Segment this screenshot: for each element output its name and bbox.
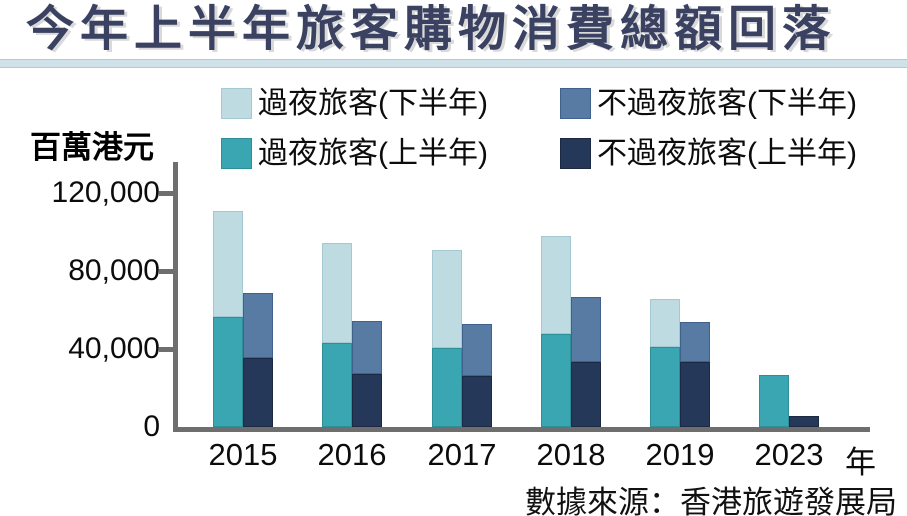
legend-swatch xyxy=(221,138,252,169)
legend-label: 過夜旅客(下半年) xyxy=(258,87,488,120)
bar-segment-non-overnight-h2 xyxy=(352,321,382,374)
y-tick-mark xyxy=(159,269,173,274)
legend-swatch xyxy=(560,88,591,119)
y-tick-mark xyxy=(159,191,173,196)
bar-segment-overnight-h1 xyxy=(650,347,680,427)
bar-segment-overnight-h1 xyxy=(759,375,789,427)
legend-item: 不過夜旅客(上半年) xyxy=(560,138,857,169)
bar-segment-overnight-h2 xyxy=(322,243,352,343)
y-axis-unit-label: 百萬港元 xyxy=(30,130,154,165)
bar-segment-overnight-h2 xyxy=(541,236,571,334)
bar-segment-overnight-h2 xyxy=(650,299,680,347)
bar-segment-overnight-h1 xyxy=(541,334,571,427)
bar-segment-non-overnight-h2 xyxy=(243,293,273,358)
y-tick-label: 120,000 xyxy=(51,176,160,209)
y-axis-line xyxy=(173,162,178,432)
y-tick-label: 80,000 xyxy=(68,254,160,287)
data-source-note: 數據來源：香港旅遊發展局 xyxy=(525,485,897,516)
x-tick-label: 2016 xyxy=(317,437,387,472)
bar-segment-non-overnight-h2 xyxy=(680,322,710,362)
bar-segment-overnight-h2 xyxy=(432,250,462,348)
legend-label: 不過夜旅客(上半年) xyxy=(597,137,857,170)
x-axis-line xyxy=(173,427,870,432)
bar-segment-overnight-h2 xyxy=(213,211,243,317)
bar-segment-non-overnight-h1 xyxy=(352,374,382,427)
x-tick-label: 2015 xyxy=(208,437,278,472)
bar-segment-non-overnight-h1 xyxy=(462,376,492,427)
legend-item: 過夜旅客(上半年) xyxy=(221,138,488,169)
x-tick-label: 2023 xyxy=(754,437,824,472)
x-tick-label: 2017 xyxy=(427,437,497,472)
bar-segment-non-overnight-h1 xyxy=(789,416,819,427)
legend-swatch xyxy=(560,138,591,169)
y-tick-label: 0 xyxy=(143,410,160,443)
y-tick-mark xyxy=(159,347,173,352)
bar-segment-non-overnight-h1 xyxy=(243,358,273,427)
title-underline-rule xyxy=(0,59,907,68)
bar-segment-non-overnight-h1 xyxy=(680,362,710,427)
legend-item: 不過夜旅客(下半年) xyxy=(560,88,857,119)
bar-segment-overnight-h1 xyxy=(322,343,352,427)
bar-segment-non-overnight-h1 xyxy=(571,362,601,427)
y-tick-label: 40,000 xyxy=(68,332,160,365)
x-tick-label: 2018 xyxy=(536,437,606,472)
x-axis-suffix-label: 年 xyxy=(845,445,876,480)
bar-segment-non-overnight-h2 xyxy=(462,324,492,376)
legend-item: 過夜旅客(下半年) xyxy=(221,88,488,119)
bar-segment-overnight-h1 xyxy=(213,317,243,427)
x-tick-label: 2019 xyxy=(645,437,715,472)
legend-swatch xyxy=(221,88,252,119)
legend-label: 過夜旅客(上半年) xyxy=(258,137,488,170)
legend-label: 不過夜旅客(下半年) xyxy=(597,87,857,120)
chart-title: 今年上半年旅客購物消費總額回落 xyxy=(26,1,837,57)
bar-segment-overnight-h1 xyxy=(432,348,462,427)
bar-segment-non-overnight-h2 xyxy=(571,297,601,362)
